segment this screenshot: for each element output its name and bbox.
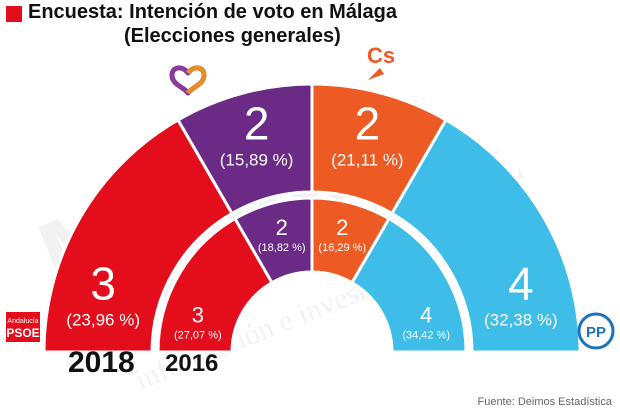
source-note: Fuente: Deimos Estadística [477, 396, 612, 408]
cs-logo-text: Cs [367, 43, 395, 68]
seat-label-podemos-2016: 2 [276, 215, 288, 240]
segment-pp-2016 [349, 216, 468, 354]
chart-title: Encuesta: Intención de voto en Málaga (E… [0, 0, 620, 56]
segment-psoe-2018 [42, 117, 235, 354]
pct-label-pp-2016: (34,42 %) [402, 329, 450, 341]
psoe-logo: Andalucía PSOE [6, 312, 40, 342]
seat-label-psoe-2016: 3 [192, 302, 204, 327]
pct-label-psoe-2018: (23,96 %) [66, 310, 140, 329]
year-label-2018: 2018 [68, 346, 135, 379]
seat-label-pp-2016: 4 [420, 302, 432, 327]
pct-label-pp-2018: (32,38 %) [484, 310, 558, 329]
pct-label-psoe-2016: (27,07 %) [174, 329, 222, 341]
hemicycle-rings [42, 82, 582, 354]
title-line-1: Encuesta: Intención de voto en Málaga [28, 1, 397, 23]
pct-label-cs-2016: (16,29 %) [318, 242, 366, 254]
heart-icon [169, 65, 207, 96]
pp-logo: PP [577, 312, 615, 350]
pct-label-podemos-2016: (18,82 %) [258, 242, 306, 254]
segment-pp-2018 [389, 117, 582, 354]
seat-label-podemos-2018: 2 [244, 97, 270, 149]
cs-logo: Cs [367, 43, 395, 80]
pp-logo-text: PP [586, 324, 606, 341]
seat-label-psoe-2018: 3 [90, 257, 116, 309]
year-label-2016: 2016 [165, 350, 219, 377]
psoe-logo-main: PSOE [6, 326, 39, 340]
psoe-logo-top: Andalucía [7, 318, 38, 325]
seat-label-cs-2018: 2 [355, 97, 381, 149]
pct-label-podemos-2018: (15,89 %) [220, 150, 294, 169]
seat-label-cs-2016: 2 [336, 215, 348, 240]
segment-labels: 3(23,96 %)2(15,89 %)2(21,11 %)4(32,38 %)… [66, 97, 557, 341]
title-line-2: (Elecciones generales) [124, 25, 341, 47]
title-marker [6, 6, 22, 22]
pct-label-cs-2018: (21,11 %) [331, 150, 403, 169]
seat-label-pp-2018: 4 [508, 257, 534, 309]
